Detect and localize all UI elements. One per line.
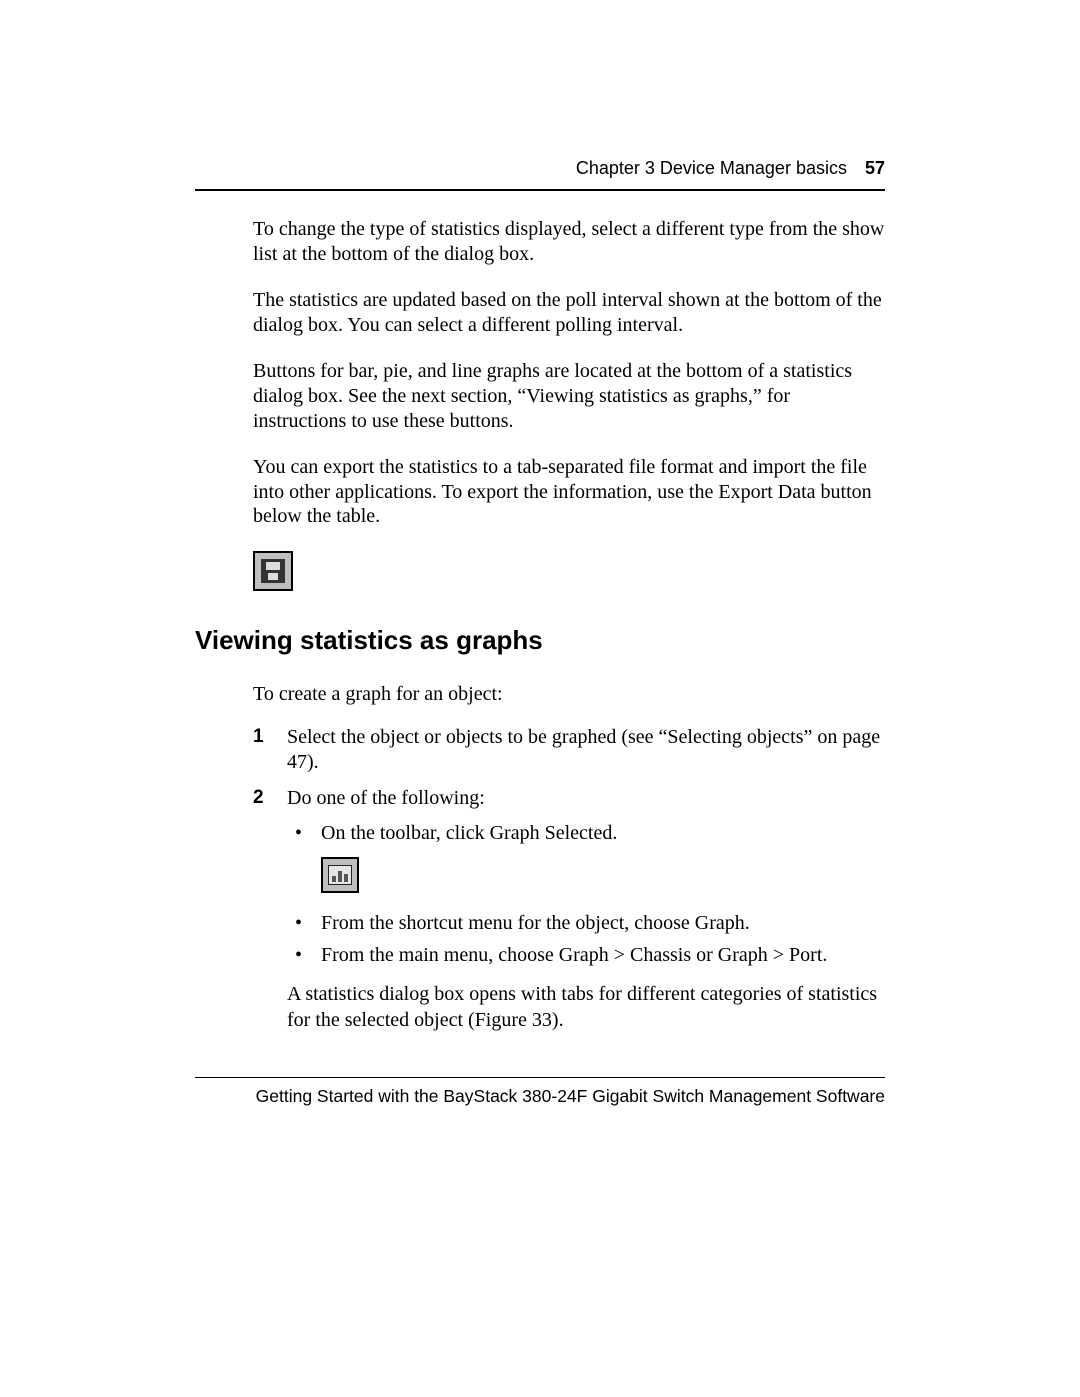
cross-reference: Selecting objects (667, 726, 803, 748)
page: Chapter 3 Device Manager basics 57 To ch… (0, 0, 1080, 1397)
step-text: Select the object or objects to be graph… (287, 725, 885, 776)
text: On the toolbar, click Graph Selected. (321, 822, 617, 844)
step-lead: Do one of the following: (287, 787, 485, 809)
step-trailing-paragraph: A statistics dialog box opens with tabs … (287, 982, 885, 1033)
bullet-marker: • (287, 821, 321, 905)
step-number: 1 (253, 725, 287, 776)
text: ). (552, 1009, 564, 1031)
page-number: 57 (865, 158, 885, 179)
paragraph: The statistics are updated based on the … (253, 288, 885, 337)
bullet-marker: • (287, 943, 321, 969)
figure-reference: Figure 33 (475, 1009, 552, 1031)
step: 1 Select the object or objects to be gra… (253, 725, 885, 776)
bullet-item: • From the main menu, choose Graph > Cha… (287, 943, 885, 969)
bullet-text: On the toolbar, click Graph Selected. (321, 821, 885, 905)
paragraph: You can export the statistics to a tab-s… (253, 455, 885, 529)
bullet-marker: • (287, 911, 321, 937)
graph-selected-icon-row (321, 857, 885, 893)
step-number: 2 (253, 786, 287, 1034)
step: 2 Do one of the following: • On the tool… (253, 786, 885, 1034)
running-header: Chapter 3 Device Manager basics 57 (195, 158, 885, 191)
export-data-button-icon (253, 551, 293, 591)
body-column: To change the type of statistics display… (253, 217, 885, 591)
running-footer: Getting Started with the BayStack 380-24… (195, 1077, 885, 1107)
bar-chart-icon (328, 865, 352, 885)
section-heading: Viewing statistics as graphs (195, 625, 885, 656)
text: Select the object or objects to be graph… (287, 726, 667, 748)
text: A statistics dialog box opens with tabs … (287, 983, 877, 1031)
paragraph: Buttons for bar, pie, and line graphs ar… (253, 359, 885, 433)
footer-text: Getting Started with the BayStack 380-24… (256, 1086, 885, 1106)
bullet-item: • From the shortcut menu for the object,… (287, 911, 885, 937)
step-body: Do one of the following: • On the toolba… (287, 786, 885, 1034)
save-icon (261, 559, 285, 583)
section-body: To create a graph for an object: 1 Selec… (253, 682, 885, 1033)
bullet-text: From the shortcut menu for the object, c… (321, 911, 885, 937)
cross-reference: Viewing statistics as graphs (526, 385, 748, 407)
bullet-list: • On the toolbar, click Graph Selected. (287, 821, 885, 968)
chapter-label: Chapter 3 Device Manager basics (576, 158, 847, 179)
paragraph: To change the type of statistics display… (253, 217, 885, 266)
text: ). (307, 751, 319, 773)
intro-text: To create a graph for an object: (253, 682, 885, 707)
steps-list: 1 Select the object or objects to be gra… (253, 725, 885, 1034)
bullet-item: • On the toolbar, click Graph Selected. (287, 821, 885, 905)
bullet-text: From the main menu, choose Graph > Chass… (321, 943, 885, 969)
graph-selected-button-icon (321, 857, 359, 893)
text: ” on (803, 726, 842, 748)
